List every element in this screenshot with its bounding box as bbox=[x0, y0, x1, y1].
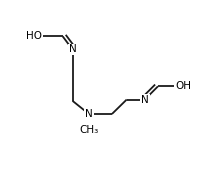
Text: OH: OH bbox=[175, 81, 191, 91]
Text: CH₃: CH₃ bbox=[79, 125, 99, 135]
Text: HO: HO bbox=[26, 31, 42, 41]
Text: N: N bbox=[141, 95, 149, 104]
Text: N: N bbox=[69, 44, 76, 55]
Text: N: N bbox=[85, 109, 93, 119]
